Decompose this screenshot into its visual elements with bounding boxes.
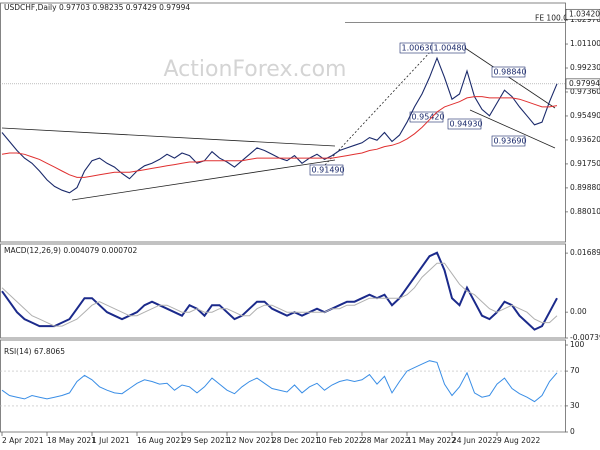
last-price-box bbox=[565, 78, 600, 90]
y-tick-label: 0.91750 bbox=[570, 159, 600, 168]
y-tick-label: 0.016893 bbox=[570, 248, 600, 257]
series-line bbox=[1, 262, 558, 327]
x-tick-label: 28 Mar 2022 bbox=[362, 436, 410, 445]
y-tick-label: 0.93620 bbox=[570, 135, 600, 144]
y-tick-label: 0.00 bbox=[570, 307, 587, 316]
trendline bbox=[469, 109, 556, 149]
price-panel bbox=[0, 2, 566, 243]
trendline bbox=[464, 47, 556, 109]
y-tick-label: 1.01100 bbox=[570, 39, 600, 48]
x-tick-label: 11 May 2022 bbox=[407, 436, 456, 445]
annotation: 1.00480 bbox=[434, 44, 467, 53]
panel-title: RSI(14) 67.8065 bbox=[4, 347, 65, 356]
x-tick-label: 1 Jul 2021 bbox=[92, 436, 130, 445]
y-tick-label: 0.97360 bbox=[570, 87, 600, 96]
annotation: 0.93690 bbox=[494, 137, 527, 146]
panel-title: USDCHF,Daily 0.97703 0.98235 0.97429 0.9… bbox=[4, 3, 190, 12]
trendline bbox=[71, 159, 336, 201]
series-line bbox=[1, 96, 558, 178]
y-tick-label: 0.99230 bbox=[570, 63, 600, 72]
rsi-panel bbox=[0, 339, 566, 433]
trendlines bbox=[1, 47, 556, 201]
annotation-box bbox=[491, 135, 526, 147]
x-tick-label: 12 Nov 2021 bbox=[227, 436, 275, 445]
trendline bbox=[1, 127, 336, 147]
y-tick-label: 0.95490 bbox=[570, 111, 600, 120]
panel-title: MACD(12,26,9) 0.004079 0.000702 bbox=[4, 246, 138, 255]
y-tick-label: 0 bbox=[570, 427, 575, 436]
annotation: 1.00630 bbox=[402, 44, 435, 53]
fe-label-box bbox=[565, 8, 600, 20]
annotation-box bbox=[447, 118, 482, 130]
y-tick-label: 0.88010 bbox=[570, 207, 600, 216]
annotation: 0.98840 bbox=[494, 68, 527, 77]
series-line bbox=[1, 251, 558, 331]
y-tick-label: 0.89880 bbox=[570, 183, 600, 192]
x-tick-label: 2 Apr 2021 bbox=[2, 436, 44, 445]
x-tick-label: 16 Aug 2021 bbox=[137, 436, 185, 445]
x-tick-label: 28 Dec 2021 bbox=[272, 436, 320, 445]
annotation-box bbox=[431, 42, 466, 54]
x-tick-label: 29 Sep 2021 bbox=[182, 436, 230, 445]
y-tick-label: 70 bbox=[570, 366, 580, 375]
x-tick-label: 10 Feb 2022 bbox=[317, 436, 364, 445]
last-price-label: 0.97994 bbox=[569, 79, 600, 88]
watermark: ActionForex.com bbox=[164, 57, 347, 82]
annotation: 0.91490 bbox=[312, 166, 345, 175]
y-tick-label: 100 bbox=[570, 340, 585, 349]
annotation: 0.94930 bbox=[450, 120, 483, 129]
x-tick-label: 18 May 2021 bbox=[47, 436, 96, 445]
macd-panel bbox=[0, 243, 566, 339]
fe-text: FE 100.0 bbox=[535, 13, 568, 22]
fe-label: 1.03420 bbox=[569, 9, 600, 18]
annotation: 0.95420 bbox=[412, 113, 445, 122]
x-tick-label: 24 Jun 2022 bbox=[452, 436, 497, 445]
annotation-box bbox=[309, 164, 344, 176]
y-tick-label: 30 bbox=[570, 401, 580, 410]
annotation-box bbox=[491, 66, 526, 78]
x-tick-label: 9 Aug 2022 bbox=[497, 436, 540, 445]
y-tick-label: -0.007393 bbox=[570, 333, 600, 342]
series-line bbox=[1, 360, 558, 403]
